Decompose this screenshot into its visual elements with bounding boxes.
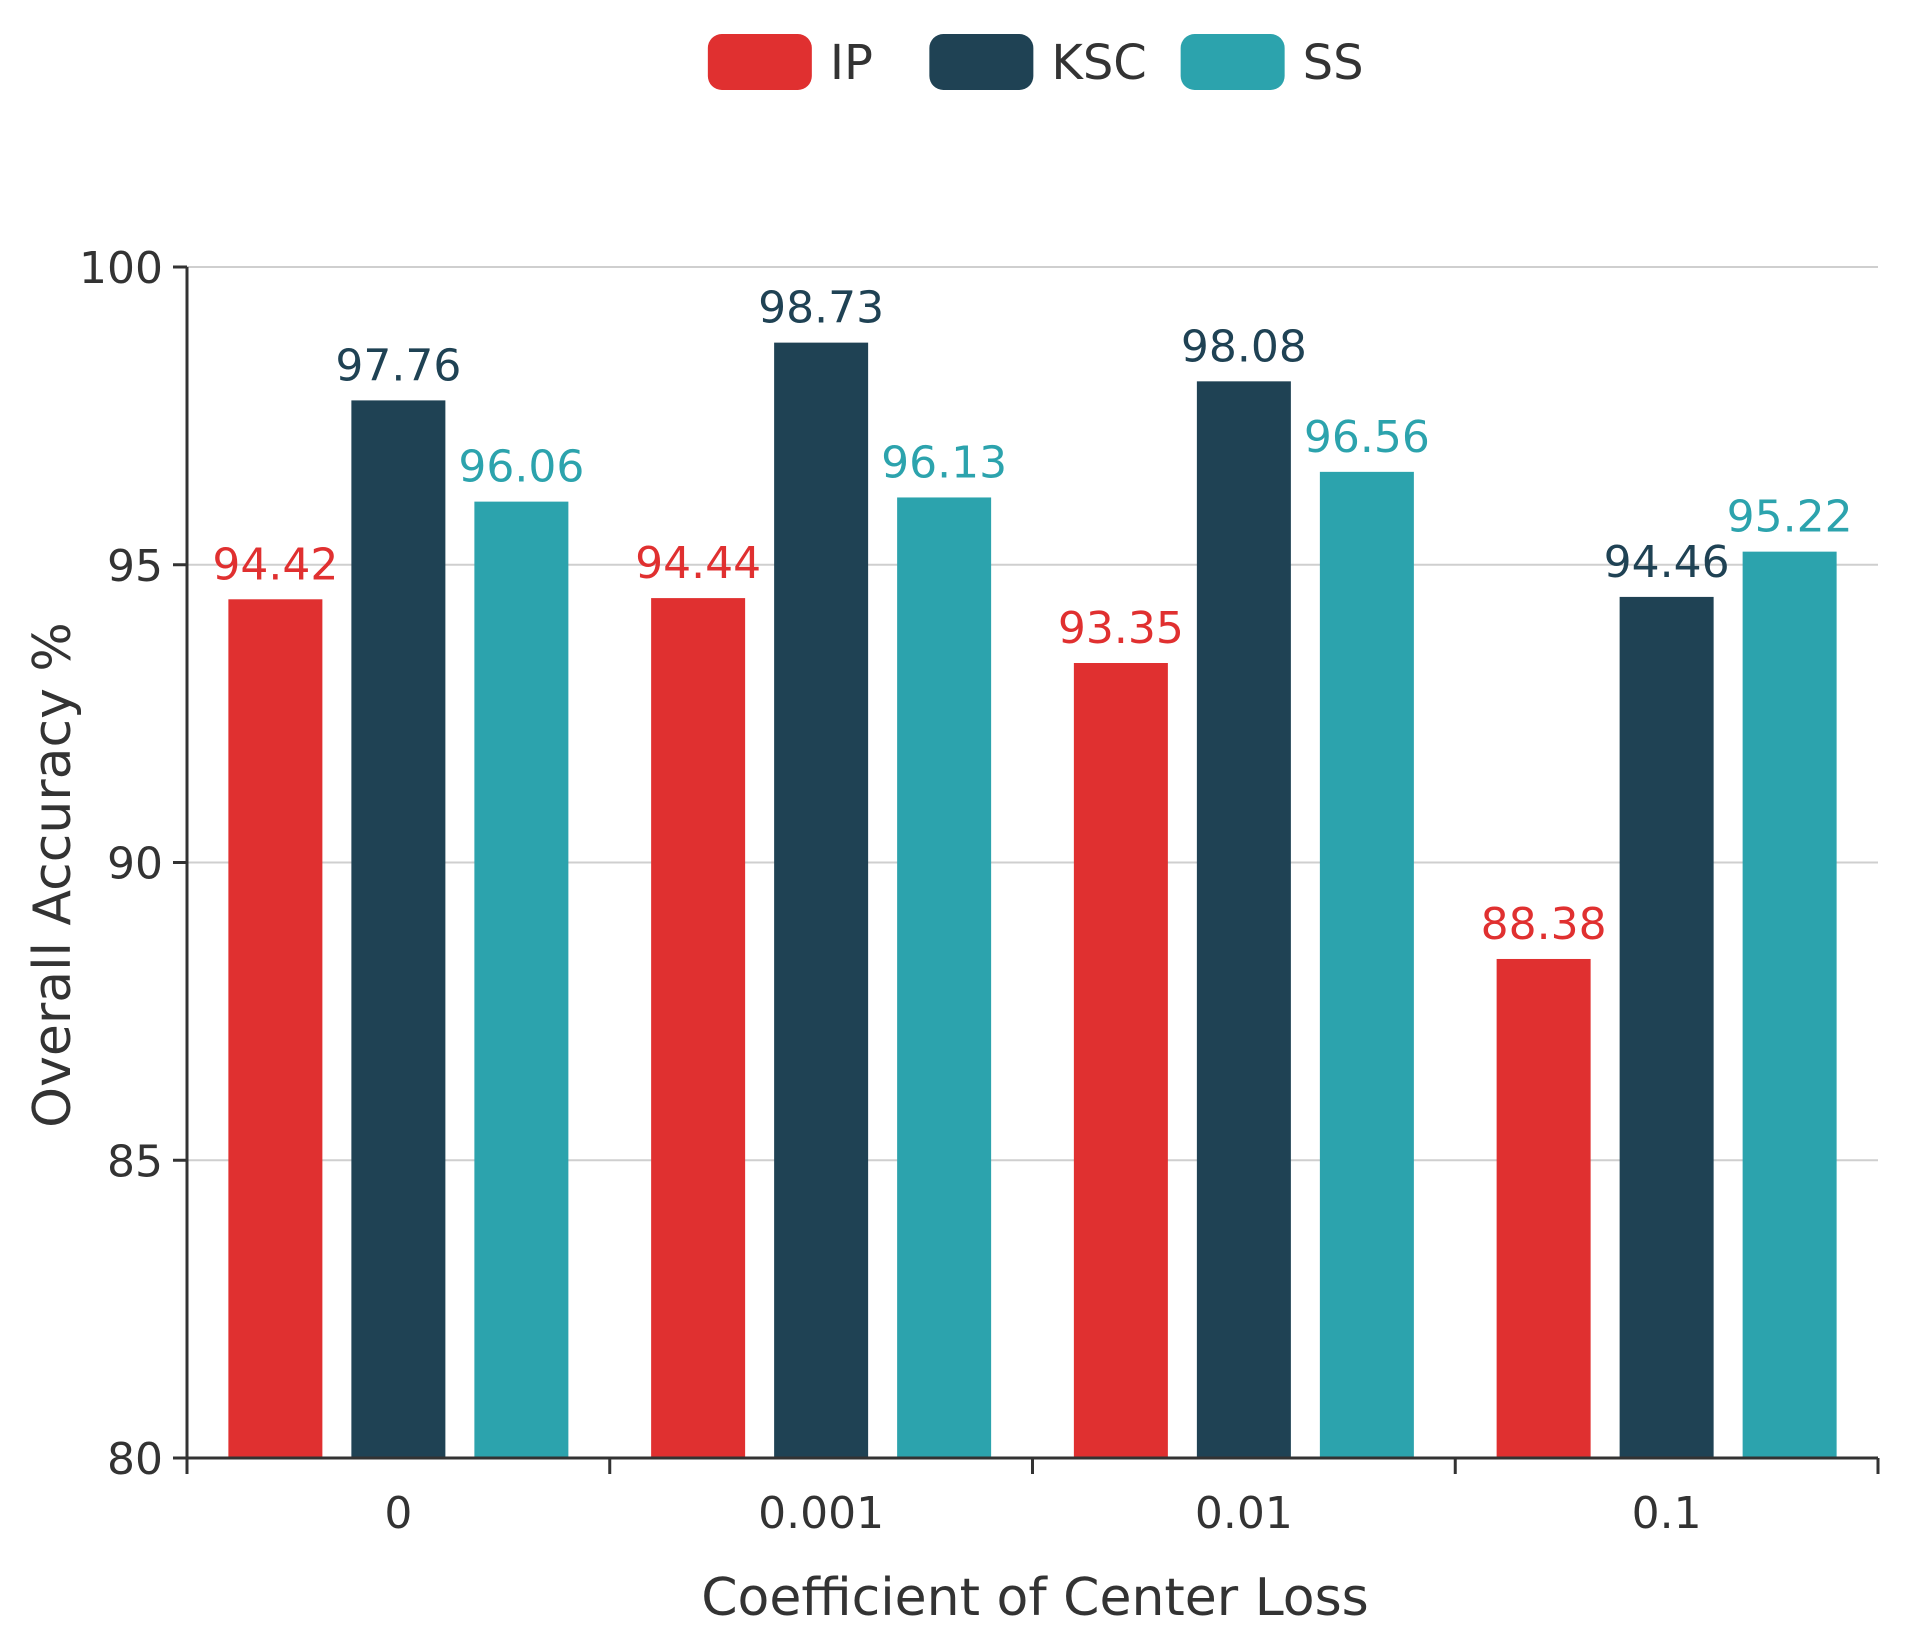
legend-label-ss: SS bbox=[1303, 35, 1364, 91]
data-label-ip: 94.42 bbox=[212, 539, 338, 590]
bar-ss-0 bbox=[474, 501, 569, 1458]
data-label-ss: 95.22 bbox=[1727, 492, 1853, 543]
x-axis-title: Coefficient of Center Loss bbox=[701, 1568, 1369, 1628]
x-tick-label: 0.1 bbox=[1632, 1488, 1702, 1539]
y-tick-label: 100 bbox=[79, 243, 163, 294]
data-label-ss: 96.56 bbox=[1304, 412, 1430, 463]
bar-ss-0.001 bbox=[897, 497, 992, 1458]
legend: IP KSC SS bbox=[707, 34, 1364, 91]
data-label-ksc: 98.73 bbox=[758, 283, 884, 334]
data-label-ip: 94.44 bbox=[635, 538, 761, 589]
x-tick-label: 0.001 bbox=[758, 1488, 884, 1539]
bar-ip-0.01 bbox=[1073, 663, 1168, 1458]
data-label-ss: 96.06 bbox=[458, 442, 584, 493]
data-label-ksc: 97.76 bbox=[335, 340, 461, 391]
bars bbox=[228, 342, 1837, 1459]
data-label-ip: 88.38 bbox=[1481, 899, 1607, 950]
bar-ip-0.1 bbox=[1496, 958, 1591, 1458]
y-tick-label: 85 bbox=[107, 1136, 163, 1187]
y-tick-label: 95 bbox=[107, 541, 163, 592]
axes: 80 85 90 95 100 0 0.001 0.01 0.1 bbox=[79, 243, 1880, 1539]
bar-ksc-0.1 bbox=[1619, 596, 1714, 1458]
legend-swatch-ksc bbox=[929, 34, 1034, 90]
legend-swatch-ss bbox=[1180, 34, 1285, 90]
legend-swatch-ip bbox=[707, 34, 812, 90]
bar-ksc-0.01 bbox=[1196, 381, 1291, 1459]
y-tick-label: 80 bbox=[107, 1434, 163, 1485]
x-tick-label: 0 bbox=[384, 1488, 412, 1539]
bar-ss-0.1 bbox=[1742, 551, 1837, 1458]
legend-label-ip: IP bbox=[830, 35, 873, 91]
data-label-ksc: 94.46 bbox=[1604, 537, 1730, 588]
bar-ip-0.001 bbox=[651, 598, 746, 1458]
x-tick-label: 0.01 bbox=[1195, 1488, 1293, 1539]
data-label-ksc: 98.08 bbox=[1181, 321, 1307, 372]
data-label-ip: 93.35 bbox=[1058, 603, 1184, 654]
bar-ss-0.01 bbox=[1319, 471, 1414, 1458]
bar-ip-0 bbox=[228, 599, 323, 1458]
gridlines bbox=[187, 266, 1878, 1162]
bar-ksc-0 bbox=[351, 400, 446, 1459]
legend-label-ksc: KSC bbox=[1051, 35, 1146, 91]
y-tick-label: 90 bbox=[107, 839, 163, 890]
bar-ksc-0.001 bbox=[774, 342, 869, 1458]
y-axis-title: Overall Accuracy % bbox=[23, 622, 83, 1128]
data-label-ss: 96.13 bbox=[881, 437, 1007, 488]
data-labels: 94.42 97.76 96.06 94.44 98.73 96.13 93.35 98.08… bbox=[212, 283, 1852, 950]
